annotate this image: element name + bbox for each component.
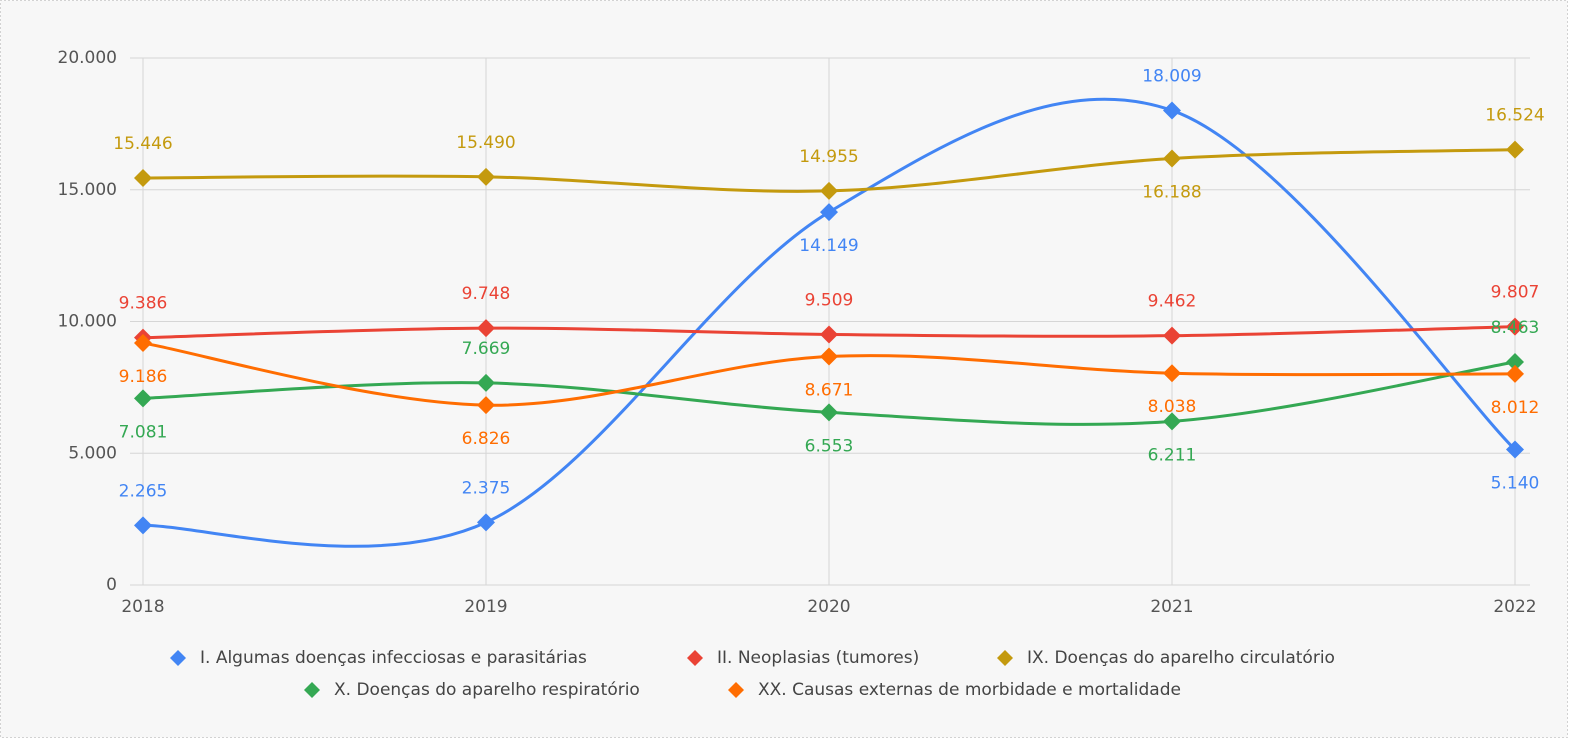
data-point <box>820 325 838 344</box>
data-label: 2.265 <box>119 481 168 501</box>
y-tick-label: 5.000 <box>68 443 117 463</box>
data-point <box>1506 317 1524 336</box>
x-tick-label: 2019 <box>464 597 507 617</box>
data-point <box>1506 440 1524 459</box>
data-label: 6.211 <box>1148 445 1197 465</box>
x-tick-label: 2021 <box>1150 597 1193 617</box>
data-label: 8.012 <box>1491 398 1540 418</box>
data-label: 2.375 <box>462 478 511 498</box>
legend-label: II. Neoplasias (tumores) <box>717 648 919 668</box>
legend-marker <box>170 650 186 666</box>
data-label: 9.386 <box>119 294 168 314</box>
data-label: 14.955 <box>799 147 858 167</box>
data-label: 14.149 <box>799 236 858 256</box>
data-point <box>820 403 838 422</box>
data-label: 9.748 <box>462 284 511 304</box>
data-label: 6.826 <box>462 429 511 449</box>
y-tick-label: 0 <box>106 575 117 595</box>
data-point <box>1163 149 1181 168</box>
data-point <box>820 347 838 366</box>
legend-label: XX. Causas externas de morbidade e morta… <box>758 680 1181 700</box>
data-label: 18.009 <box>1142 66 1201 86</box>
data-point <box>820 203 838 222</box>
data-point <box>1506 364 1524 383</box>
x-tick-label: 2020 <box>807 597 850 617</box>
y-tick-label: 20.000 <box>58 48 117 68</box>
data-point <box>134 389 152 408</box>
data-label: 9.807 <box>1491 283 1540 303</box>
data-point <box>477 373 495 392</box>
data-point <box>1163 101 1181 120</box>
x-tick-label: 2018 <box>121 597 164 617</box>
data-point <box>134 333 152 352</box>
data-label: 8.671 <box>805 381 854 401</box>
data-point <box>477 167 495 186</box>
data-label: 5.140 <box>1491 474 1540 494</box>
data-point <box>1163 364 1181 383</box>
data-point <box>477 396 495 415</box>
data-point <box>1506 352 1524 371</box>
data-label: 15.446 <box>113 134 172 154</box>
data-point <box>1163 326 1181 345</box>
data-point <box>1163 412 1181 431</box>
legend-label: I. Algumas doenças infecciosas e parasit… <box>200 648 587 668</box>
data-point <box>477 319 495 338</box>
data-label: 9.462 <box>1148 292 1197 312</box>
y-tick-label: 15.000 <box>58 180 117 200</box>
data-label: 7.081 <box>119 422 168 442</box>
data-point <box>134 516 152 535</box>
data-point <box>477 513 495 532</box>
data-label: 15.490 <box>456 133 515 153</box>
data-point <box>134 168 152 187</box>
data-point <box>820 181 838 200</box>
legend-label: IX. Doenças do aparelho circulatório <box>1027 648 1335 668</box>
x-tick-label: 2022 <box>1493 597 1536 617</box>
data-label: 8.038 <box>1148 397 1197 417</box>
data-label: 7.669 <box>462 339 511 359</box>
legend-marker <box>997 650 1013 666</box>
data-label: 9.186 <box>119 367 168 387</box>
legend-marker <box>728 682 744 698</box>
data-point <box>1506 140 1524 159</box>
legend-marker <box>687 650 703 666</box>
data-label: 16.188 <box>1142 182 1201 202</box>
data-label: 16.524 <box>1485 106 1544 126</box>
data-label: 8.463 <box>1491 318 1540 338</box>
data-label: 6.553 <box>805 436 854 456</box>
legend-marker <box>304 682 320 698</box>
y-tick-label: 10.000 <box>58 312 117 332</box>
legend-label: X. Doenças do aparelho respiratório <box>334 680 640 700</box>
data-label: 9.509 <box>805 290 854 310</box>
